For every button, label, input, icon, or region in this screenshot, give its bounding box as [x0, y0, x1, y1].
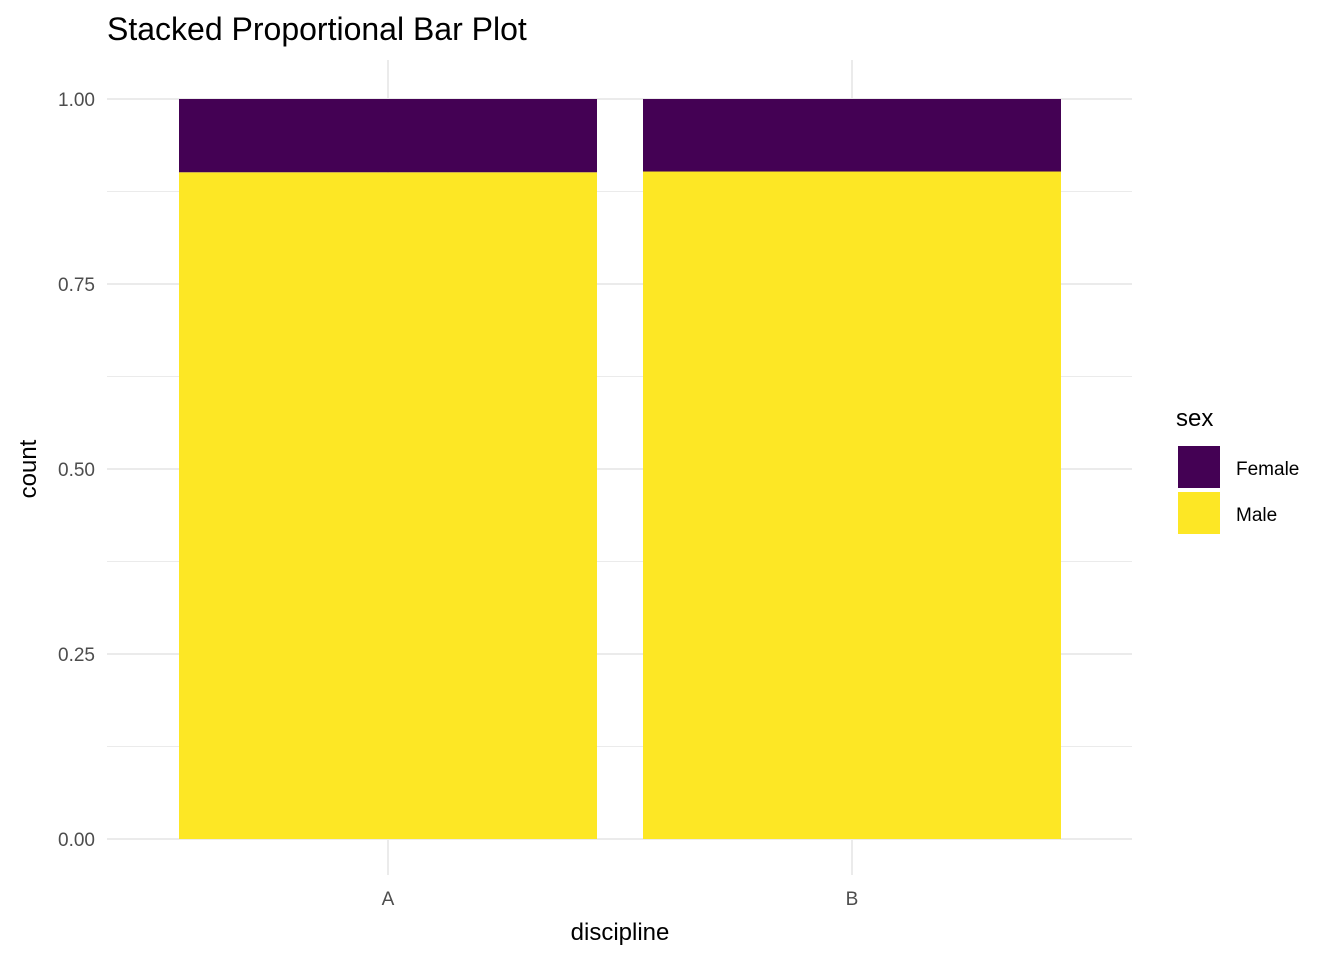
bar-female-b — [643, 99, 1061, 172]
legend-title: sex — [1176, 405, 1213, 432]
legend-swatch-female — [1178, 446, 1220, 488]
bar-male-a — [179, 172, 597, 839]
legend-swatch-male — [1178, 492, 1220, 534]
bars — [179, 99, 1061, 839]
y-axis-ticks: 0.00 0.25 0.50 0.75 1.00 — [58, 90, 95, 851]
x-tick-label: A — [382, 889, 395, 910]
y-tick-label: 0.25 — [58, 645, 95, 666]
x-tick-label: B — [846, 889, 859, 910]
bar-male-b — [643, 171, 1061, 839]
y-axis-label: count — [15, 439, 42, 498]
y-tick-label: 0.00 — [58, 830, 95, 851]
x-axis-label: discipline — [571, 919, 670, 946]
y-tick-label: 0.50 — [58, 460, 95, 481]
y-tick-label: 1.00 — [58, 90, 95, 111]
legend-label-female: Female — [1236, 459, 1299, 480]
y-tick-label: 0.75 — [58, 275, 95, 296]
chart-title: Stacked Proportional Bar Plot — [107, 11, 527, 47]
legend-label-male: Male — [1236, 505, 1277, 526]
legend: sex Female Male — [1176, 405, 1299, 534]
bar-female-a — [179, 99, 597, 173]
